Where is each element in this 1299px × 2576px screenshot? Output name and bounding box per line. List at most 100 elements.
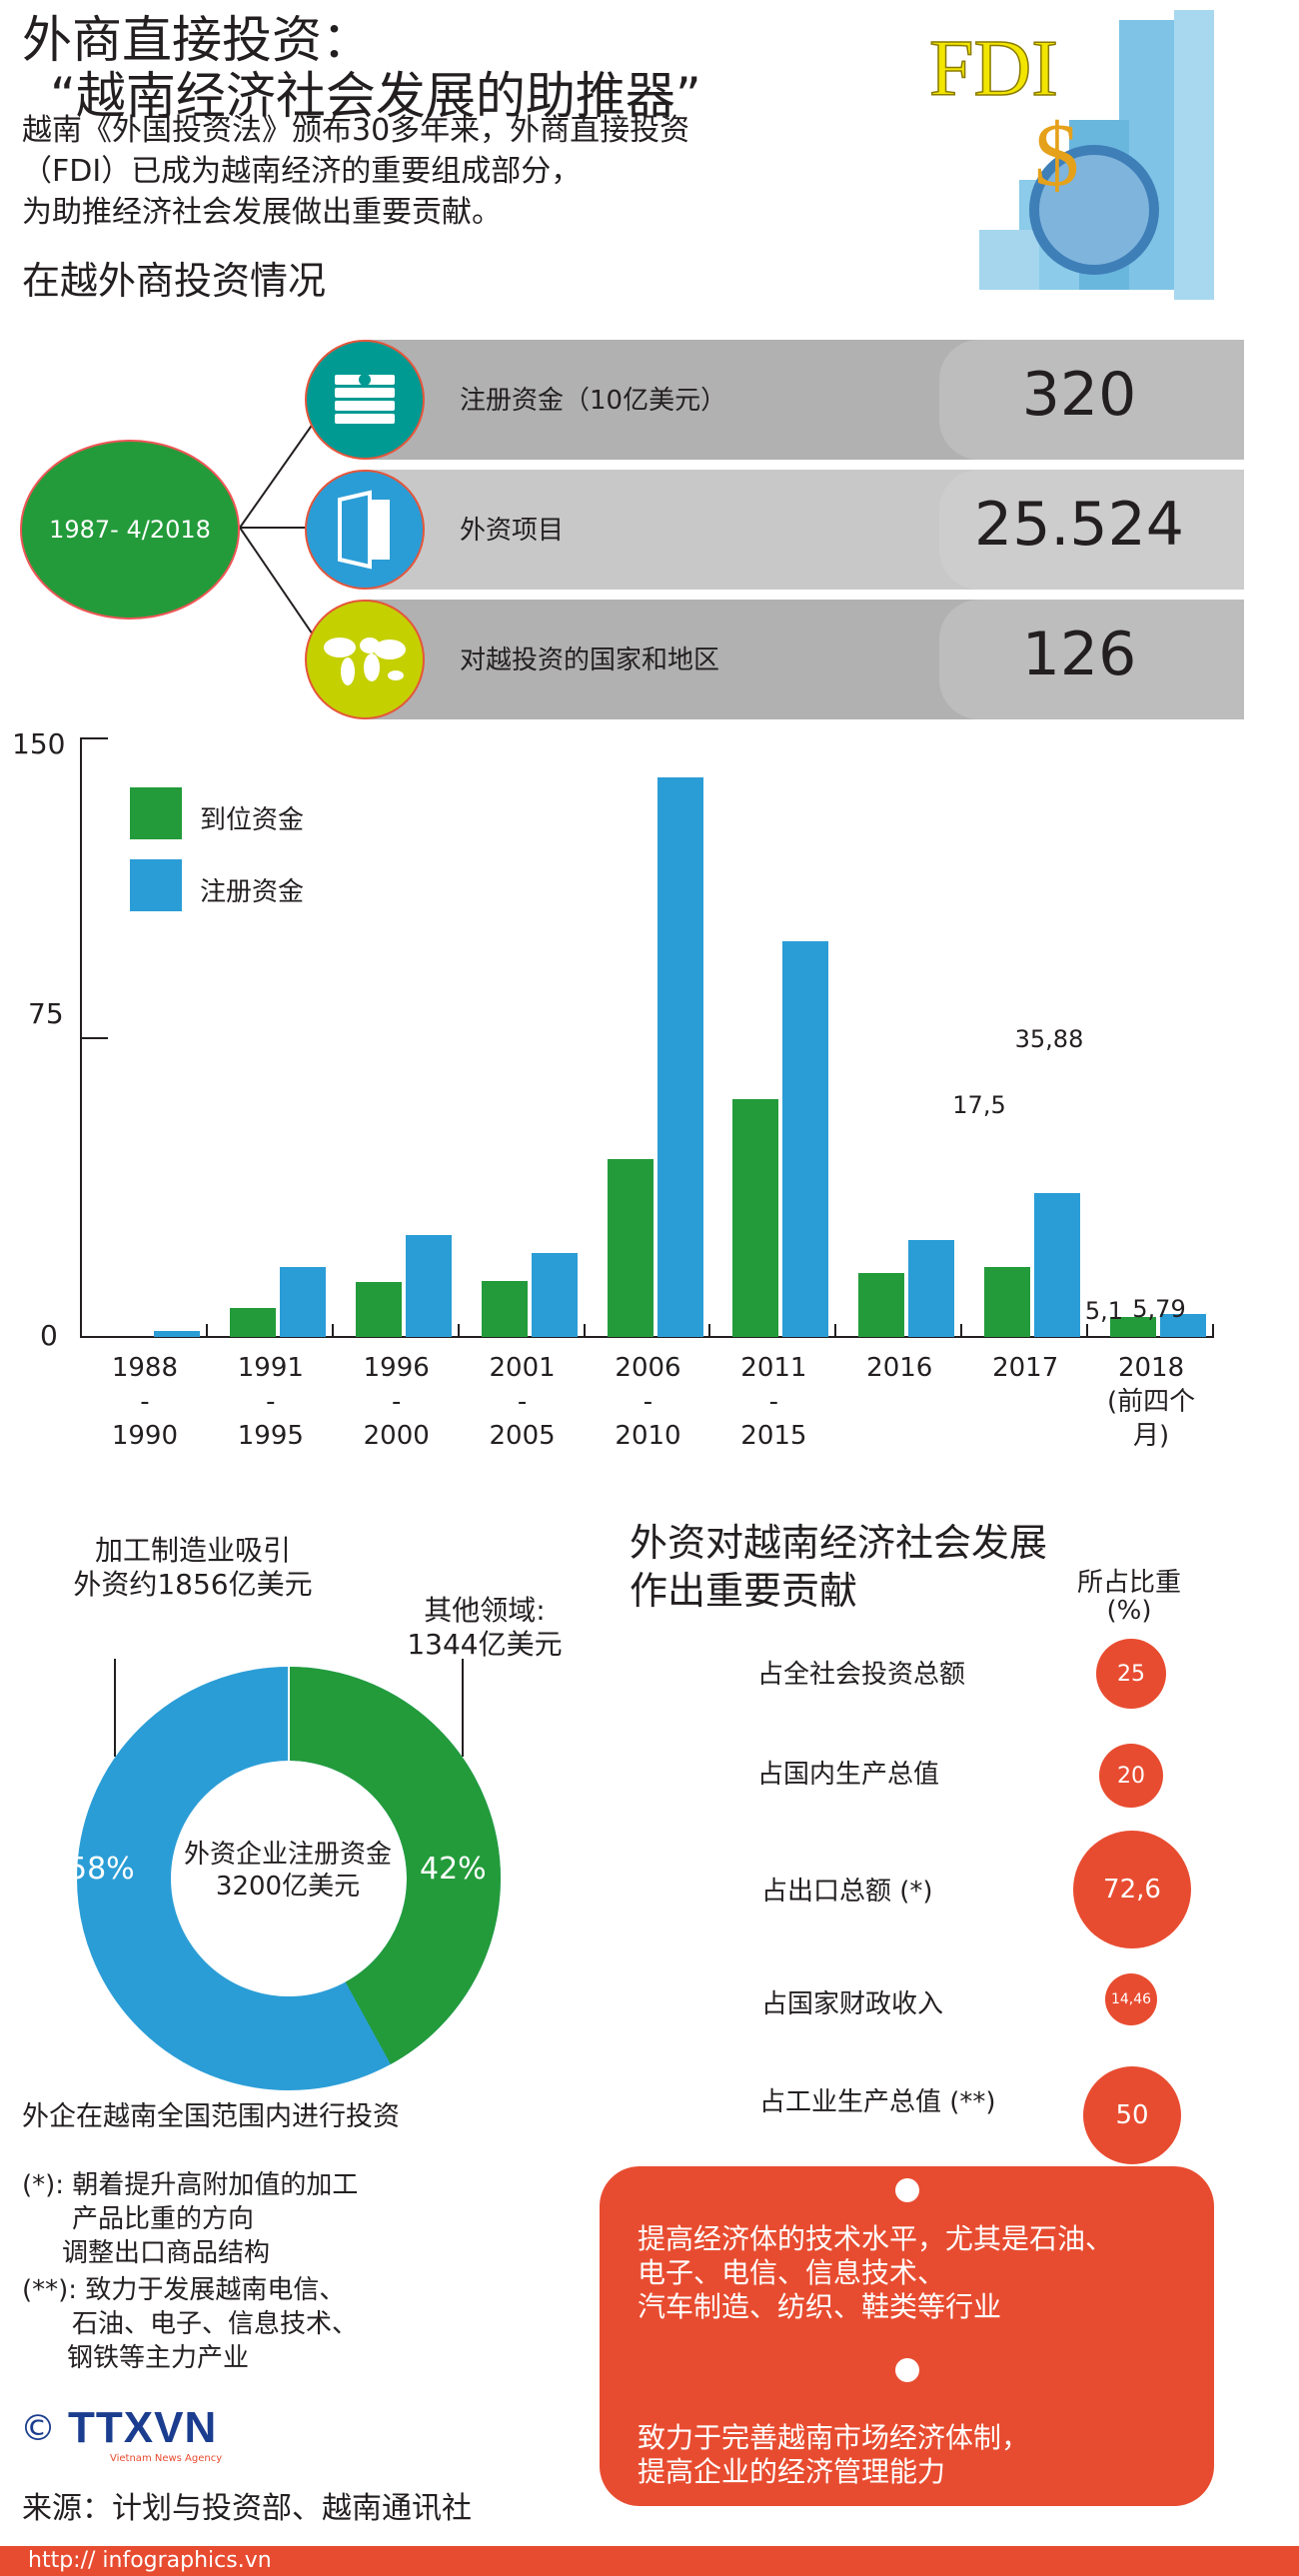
note-line: 1344亿美元: [407, 1628, 563, 1661]
bar-chart: 150 75 0 到位资金 注册资金 17,5 35,88 5,1 5,79 1…: [0, 719, 1299, 1479]
center-line: 3200亿美元: [215, 1872, 361, 1902]
footer-bar: http:// infographics.vn: [0, 2546, 1299, 2576]
x-tick-mark: [960, 1324, 963, 1338]
x-label: 1991 - 1995: [216, 1351, 326, 1453]
summary-line: 致力于完善越南市场经济体制，: [638, 2421, 1030, 2454]
contrib-bubble: 50: [1083, 2066, 1181, 2164]
legend-swatch-registered: [130, 859, 182, 911]
stat-value: 25.524: [974, 490, 1184, 560]
stat-label: 外资项目: [460, 516, 565, 546]
contrib-bubble: 72,6: [1073, 1831, 1191, 1948]
x-label-line: 2001: [489, 1353, 556, 1383]
contrib-summary-box: 提高经济体的技术水平，尤其是石油、 电子、电信、信息技术、 汽车制造、纺织、鞋类…: [600, 2166, 1214, 2506]
x-label-line: 2018: [1117, 1353, 1185, 1383]
contrib-bubble: 14,46: [1105, 1973, 1157, 2025]
x-label-line: -: [266, 1387, 276, 1417]
intro-text: 越南《外国投资法》颁布30多年来，外商直接投资 （FDI）已成为越南经济的重要组…: [22, 110, 801, 233]
contrib-col-header: 所占比重 (%): [1059, 1569, 1199, 1625]
donut-center-label: 外资企业注册资金 3200亿美元: [168, 1839, 408, 1903]
summary-paragraph-1: 提高经济体的技术水平，尤其是石油、 电子、电信、信息技术、 汽车制造、纺织、鞋类…: [638, 2222, 1197, 2324]
logo-subtitle: Vietnam News Agency: [110, 2453, 223, 2464]
y-tick: 75: [28, 997, 64, 1030]
footnote-line: 致力于发展越南电信、: [85, 2275, 346, 2305]
bar-registered: [1160, 1313, 1207, 1337]
fdi-chart-globe-icon: FDI $: [928, 10, 1214, 300]
legend-swatch-disbursed: [130, 787, 182, 839]
footnote-line: 石油、电子、信息技术、: [72, 2309, 359, 2339]
x-label: 2011 - 2015: [718, 1351, 828, 1453]
x-tick-mark: [205, 1324, 208, 1338]
project-document-icon: [305, 470, 425, 590]
x-tick-mark: [1086, 1324, 1089, 1338]
intro-line: 为助推经济社会发展做出重要贡献。: [22, 195, 502, 230]
x-label-line: 2011: [740, 1353, 807, 1383]
contrib-bubble: 25: [1096, 1639, 1166, 1709]
svg-text:$: $: [1034, 106, 1079, 205]
x-label-line: -: [517, 1387, 528, 1417]
contrib-label: 占国内生产总值: [757, 1760, 940, 1790]
footnote-line: 朝着提升高附加值的加工: [72, 2170, 359, 2200]
stat-value-bg: [939, 340, 1244, 460]
y-tick: 150: [12, 727, 66, 760]
bar-disbursed: [984, 1267, 1031, 1337]
x-label-line: -: [140, 1387, 150, 1417]
x-label-line: 1988: [111, 1353, 179, 1383]
svg-text:FDI: FDI: [929, 25, 1058, 113]
y-tick: 0: [40, 1319, 58, 1352]
bar-registered: [154, 1331, 200, 1337]
footer-url[interactable]: http:// infographics.vn: [28, 2548, 272, 2573]
bar-disbursed: [1110, 1316, 1157, 1337]
stat-value-bg: [939, 470, 1244, 590]
contrib-title: 外资对越南经济社会发展 作出重要贡献: [630, 1519, 1047, 1615]
bar-registered: [656, 777, 703, 1337]
donut-left-note: 加工制造业吸引 外资约1856亿美元: [58, 1534, 328, 1602]
contrib-label: 占全社会投资总额: [757, 1660, 966, 1690]
ttxvn-logo: TTXVN: [68, 2403, 218, 2452]
world-map-icon: [305, 600, 425, 719]
x-axis: [80, 1336, 1214, 1338]
x-label-line: 2000: [363, 1421, 430, 1451]
summary-paragraph-2: 致力于完善越南市场经济体制， 提高企业的经济管理能力: [638, 2421, 1197, 2489]
x-label: 1996 - 2000: [342, 1351, 452, 1453]
x-label-line: 2006: [615, 1353, 681, 1383]
bullet-dot: [895, 2358, 919, 2382]
col-header-line: 所占比重: [1076, 1568, 1181, 1598]
bar-registered: [1034, 1193, 1081, 1337]
bullet-dot: [895, 2178, 919, 2202]
title-line-2: “越南经济社会发展的助推器”: [50, 67, 701, 125]
bar-registered: [405, 1235, 452, 1337]
x-label: 2001 - 2005: [468, 1351, 578, 1453]
period-circle: 1987- 4/2018: [20, 440, 240, 620]
title-line: 作出重要贡献: [630, 1569, 858, 1613]
x-label: 1988 - 1990: [90, 1351, 200, 1453]
x-label-line: 2016: [866, 1353, 933, 1383]
stat-value: 126: [1021, 620, 1137, 689]
x-tick-mark: [331, 1324, 334, 1338]
bar-registered: [279, 1267, 326, 1337]
bar-registered: [782, 941, 829, 1337]
footnote-1: (*): 朝着提升高附加值的加工 产品比重的方向 调整出口商品结构: [22, 2168, 358, 2270]
note-line: 加工制造业吸引: [94, 1534, 291, 1567]
x-label-line: 1990: [111, 1421, 179, 1451]
footnote-mark: (**):: [22, 2275, 78, 2305]
bar-disbursed: [732, 1098, 779, 1337]
footnote-mark: (*):: [22, 2170, 65, 2200]
x-label-line: 1991: [237, 1353, 304, 1383]
x-label-line: 2015: [740, 1421, 807, 1451]
fdi-hero-illustration: FDI $: [919, 10, 1259, 310]
data-label: 17,5: [952, 1091, 1006, 1119]
x-tick-mark: [583, 1324, 586, 1338]
bar-registered: [531, 1253, 578, 1337]
donut-pct-green: 42%: [420, 1852, 487, 1887]
donut-chart: [77, 1659, 501, 2090]
contrib-label: 占工业生产总值 (**): [759, 2087, 996, 2117]
bar-disbursed: [355, 1282, 402, 1337]
contrib-label: 占出口总额 (*): [761, 1877, 933, 1907]
bar-disbursed: [481, 1281, 528, 1337]
copyright-icon: ©: [20, 2408, 56, 2449]
y-tick-mark: [80, 1037, 108, 1039]
stat-value-bg: [939, 600, 1244, 719]
x-label-line: -: [643, 1387, 653, 1417]
x-label: 2017: [970, 1351, 1080, 1385]
x-label-line: (前四个月): [1106, 1387, 1196, 1451]
